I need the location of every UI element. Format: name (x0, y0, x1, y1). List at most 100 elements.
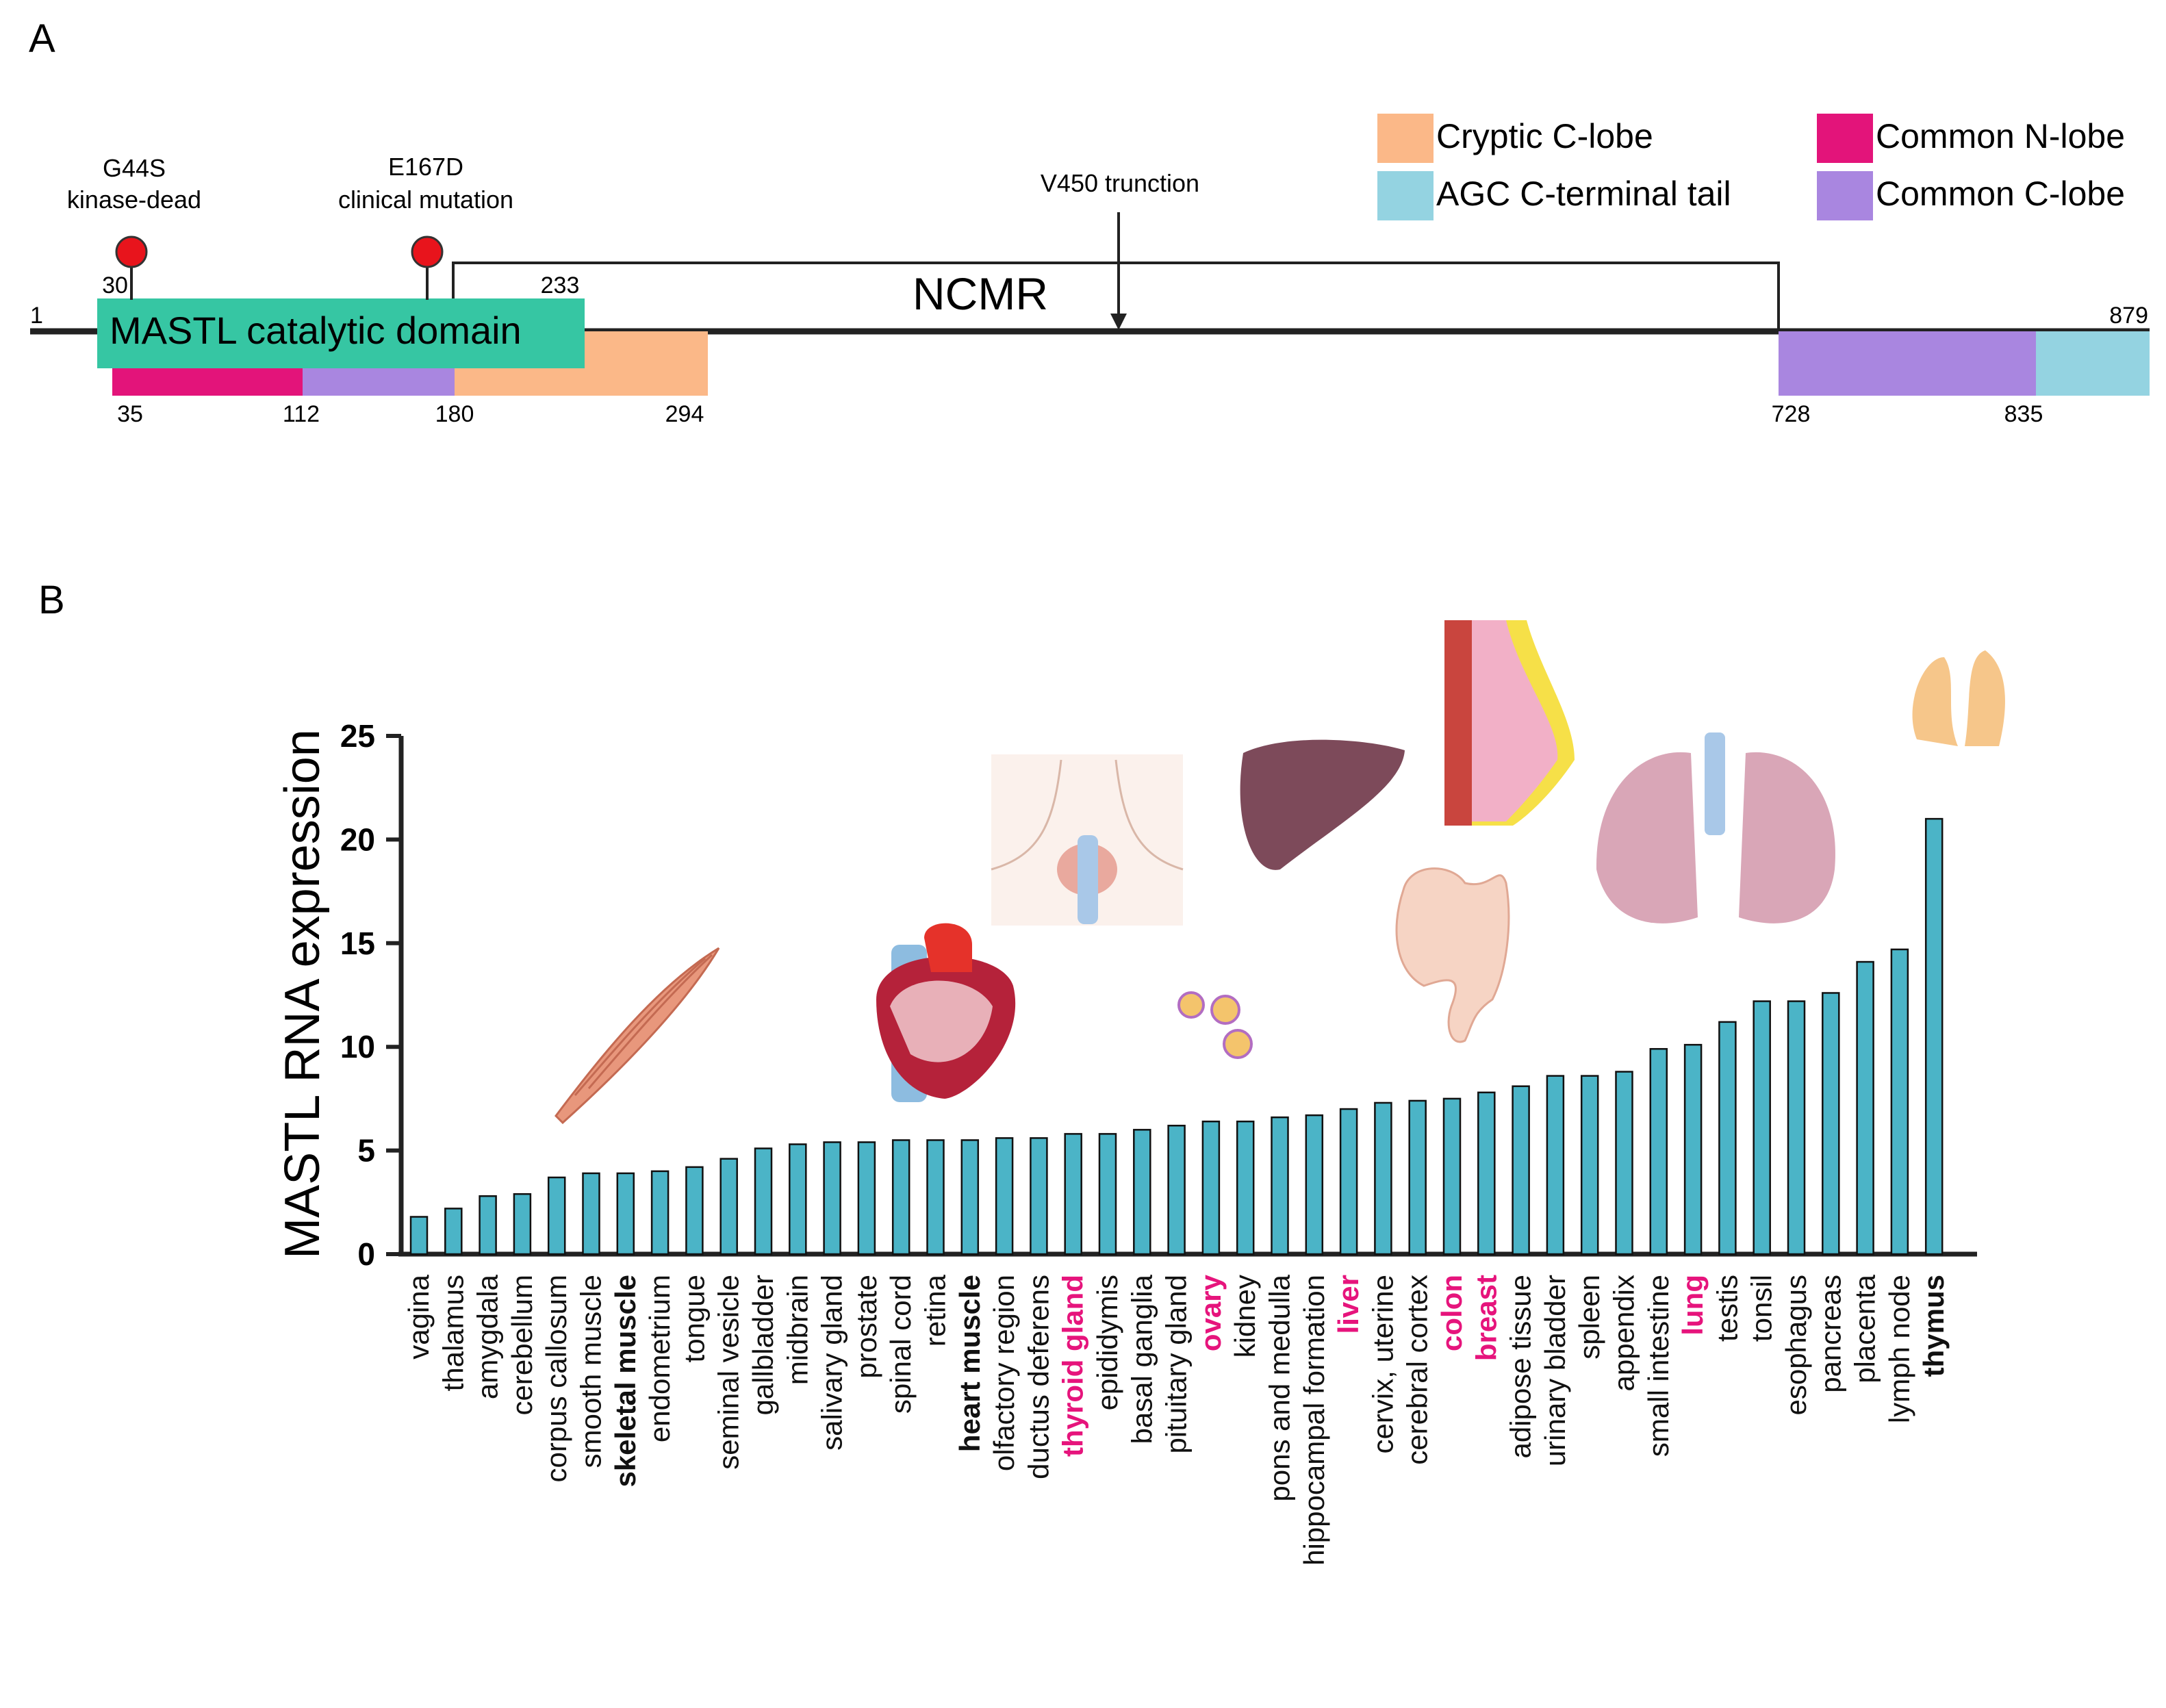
bar-lymph-node (1890, 948, 1909, 1255)
x-tick-label: thymus (1917, 1275, 1950, 1377)
y-ticks: 0 5 10 15 20 25 (340, 718, 401, 1272)
bar-epididymis (1098, 1133, 1117, 1255)
bar-seminal-vesicle (719, 1158, 738, 1255)
x-tick-label: small intestine (1642, 1275, 1674, 1457)
x-tick-label: colon (1436, 1275, 1468, 1351)
bar-kidney (1236, 1120, 1255, 1255)
truncation-label: V450 trunction (1041, 169, 1199, 197)
x-tick-label: spleen (1573, 1275, 1605, 1360)
lobe-tick: 180 (435, 401, 474, 427)
x-tick-label: pancreas (1814, 1275, 1846, 1393)
legend-swatch-cryptic-c-lobe (1377, 114, 1434, 163)
x-tick-label: spinal cord (884, 1275, 917, 1414)
bar-thalamus (444, 1208, 463, 1255)
domain-end-tick: 233 (541, 272, 580, 298)
bar-corpus-callosum (547, 1176, 566, 1255)
bar-liver (1339, 1108, 1358, 1255)
x-tick-label: ovary (1195, 1274, 1227, 1351)
bar-colon (1442, 1097, 1462, 1255)
x-tick-label: lung (1677, 1275, 1709, 1336)
legend-label-cryptic-c-lobe: Cryptic C-lobe (1436, 117, 1653, 155)
legend-swatch-common-n-lobe (1817, 114, 1873, 163)
x-tick-label: kidney (1229, 1275, 1261, 1358)
bar-skeletal-muscle (616, 1172, 635, 1255)
bar-tonsil (1753, 1000, 1771, 1255)
x-tick-label: cerebellum (506, 1275, 538, 1415)
bar-lung (1683, 1043, 1703, 1255)
bar-spleen (1580, 1075, 1599, 1255)
bar-ovary (1201, 1120, 1221, 1255)
x-tick-label: pons and medulla (1264, 1274, 1296, 1501)
lobe-tick: 294 (665, 401, 704, 427)
x-tick-label: seminal vesicle (713, 1275, 745, 1470)
muscle-illustration (555, 947, 720, 1125)
g44s-mutation-marker (115, 235, 148, 268)
x-tick-label: adipose tissue (1505, 1275, 1537, 1459)
bar-midbrain (789, 1143, 807, 1255)
x-tick-label: salivary gland (816, 1275, 848, 1451)
panel-b-label: B (38, 578, 65, 622)
y-tick-label: 10 (340, 1029, 375, 1065)
x-tick-label: urinary bladder (1539, 1275, 1571, 1466)
y-tick-label: 20 (340, 821, 375, 857)
lung-illustration (1596, 732, 1835, 923)
colon-illustration (1395, 867, 1510, 1043)
x-tick-label: basal ganglia (1125, 1274, 1158, 1444)
x-tick-label: testis (1711, 1275, 1743, 1342)
legend-swatch-common-c-lobe (1817, 171, 1873, 220)
x-tick-label: gallbladder (747, 1275, 779, 1416)
liver-illustration (1240, 739, 1405, 870)
x-tick-label: liver (1332, 1275, 1364, 1334)
legend-swatch-agc-tail (1377, 171, 1434, 220)
x-tick-label: heart muscle (954, 1275, 986, 1452)
catalytic-domain-box (97, 298, 585, 368)
x-tick-label: amygdala (472, 1274, 504, 1399)
y-tick-label: 0 (357, 1236, 375, 1272)
bar-endometrium (650, 1170, 670, 1255)
bar-pituitary-gland (1167, 1125, 1186, 1255)
x-tick-label: ductus deferens (1022, 1275, 1054, 1479)
common-c-lobe-bar-right (1779, 331, 2036, 396)
e167d-effect: clinical mutation (338, 186, 513, 214)
breast-illustration (1444, 620, 1575, 826)
bar-vagina (409, 1216, 429, 1255)
bar-smooth-muscle (582, 1172, 600, 1255)
e167d-mutation-marker (411, 235, 444, 268)
bar-urinary-bladder (1546, 1075, 1565, 1255)
x-tick-label: midbrain (781, 1275, 813, 1385)
legend-label-common-c-lobe: Common C-lobe (1876, 175, 2125, 213)
catalytic-domain-label: MASTL catalytic domain (110, 309, 522, 352)
thyroid-neck-illustration (991, 754, 1184, 926)
bar-basal-ganglia (1133, 1129, 1151, 1255)
bar-appendix (1615, 1071, 1633, 1255)
x-tick-labels: vagina thalamus amygdala cerebellum corpus c… (403, 1274, 1950, 1566)
y-tick-label: 5 (357, 1133, 375, 1169)
x-tick-label: vagina (403, 1274, 435, 1359)
sequence-start-label: 1 (30, 303, 43, 329)
x-tick-label: appendix (1608, 1275, 1640, 1391)
agc-c-terminal-tail-bar (2036, 331, 2150, 396)
x-tick-label: retina (919, 1274, 952, 1347)
x-tick-label: smooth muscle (575, 1275, 607, 1468)
bar-amygdala (479, 1195, 497, 1255)
lobe-tick: 835 (2004, 401, 2043, 427)
sequence-end-label: 879 (2109, 303, 2148, 329)
x-tick-label: cerebral cortex (1401, 1275, 1434, 1465)
x-tick-label: tongue (678, 1275, 710, 1362)
lobe-tick: 112 (283, 401, 320, 427)
truncation-arrowhead (1110, 314, 1127, 330)
x-tick-label: tonsil (1746, 1275, 1778, 1342)
y-tick-label: 25 (340, 718, 375, 754)
x-tick-label: endometrium (644, 1275, 676, 1442)
bar-ductus-deferens (1030, 1137, 1048, 1255)
bar-esophagus (1787, 1000, 1806, 1255)
bar-cerebellum (513, 1193, 532, 1255)
x-tick-label: pituitary gland (1160, 1275, 1193, 1454)
bar-adipose-tissue (1512, 1085, 1530, 1255)
lobe-tick: 728 (1772, 401, 1811, 427)
domain-start-tick: 30 (102, 272, 128, 298)
y-tick-label: 15 (340, 926, 375, 961)
legend-label-common-n-lobe: Common N-lobe (1876, 117, 2125, 155)
bar-testis (1718, 1021, 1737, 1255)
